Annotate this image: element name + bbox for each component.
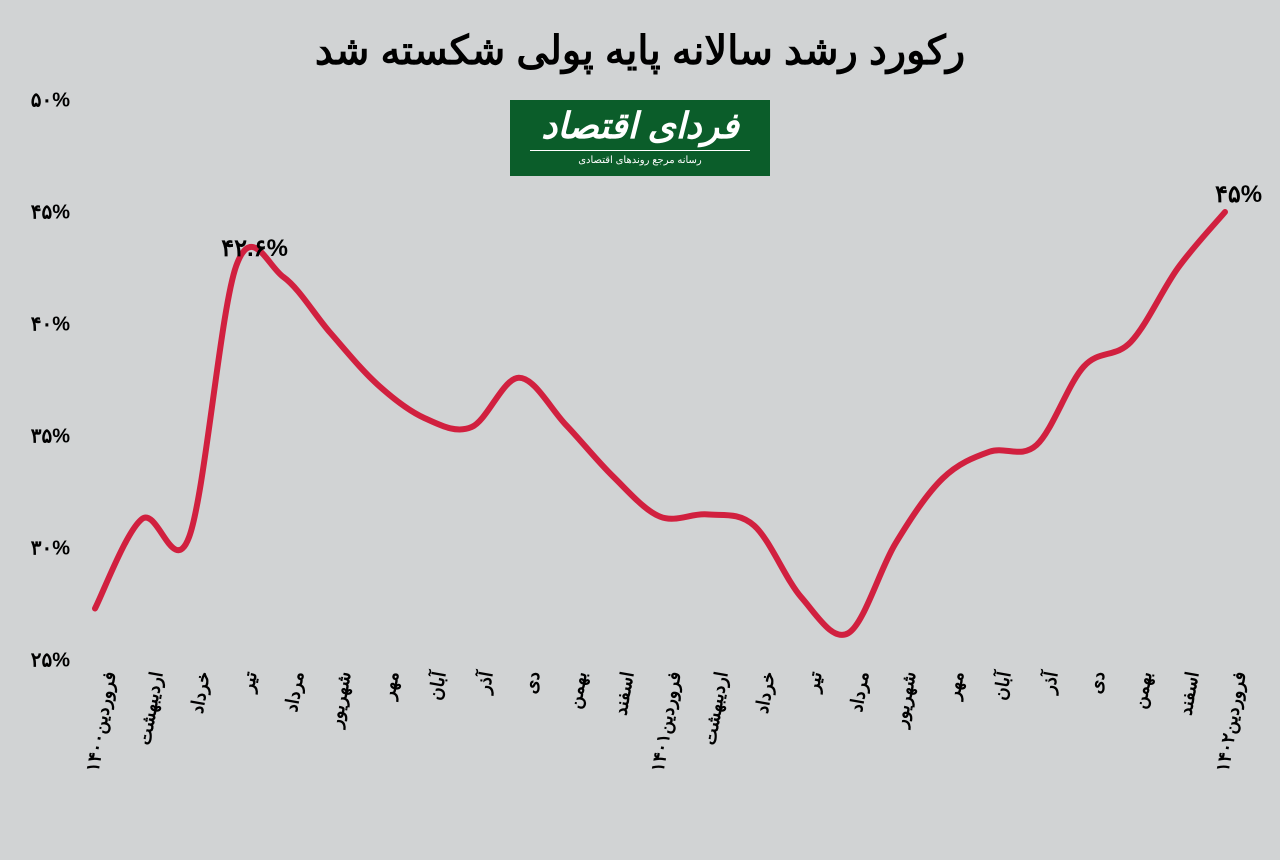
x-tick-label: اسفند bbox=[1175, 670, 1203, 717]
y-tick-label: ۳۵% bbox=[15, 424, 70, 449]
point-annotation: ۴۵% bbox=[1215, 180, 1262, 209]
x-tick-label: فروردین۱۴۰۱ bbox=[647, 670, 685, 773]
x-tick-label: آبان bbox=[990, 670, 1016, 702]
x-tick-label: شهریور bbox=[326, 670, 356, 729]
x-tick-label: آذر bbox=[1038, 670, 1062, 695]
x-tick-label: اردیبهشت bbox=[134, 670, 168, 747]
line-chart-svg bbox=[80, 100, 1240, 660]
y-tick-label: ۴۵% bbox=[15, 200, 70, 225]
x-tick-label: مرداد bbox=[846, 670, 874, 714]
x-tick-label: خرداد bbox=[187, 670, 215, 715]
y-tick-label: ۴۰% bbox=[15, 312, 70, 337]
x-tick-label: دی bbox=[520, 670, 545, 695]
x-tick-label: خرداد bbox=[752, 670, 780, 715]
data-line bbox=[95, 212, 1225, 635]
x-tick-label: اسفند bbox=[610, 670, 638, 717]
x-tick-label: دی bbox=[1085, 670, 1110, 695]
x-tick-label: اردیبهشت bbox=[699, 670, 733, 747]
x-tick-label: تیر bbox=[803, 670, 827, 694]
x-tick-label: آبان bbox=[425, 670, 451, 702]
x-tick-label: بهمن bbox=[1129, 670, 1156, 710]
y-tick-label: ۲۵% bbox=[15, 648, 70, 673]
x-tick-label: مرداد bbox=[281, 670, 309, 714]
chart-title: رکورد رشد سالانه پایه پولی شکسته شد bbox=[0, 28, 1280, 74]
y-tick-label: ۳۰% bbox=[15, 536, 70, 561]
chart-plot-area: ۲۵%۳۰%۳۵%۴۰%۴۵%۵۰%۴۲.۶%۴۵% bbox=[80, 100, 1240, 660]
y-tick-label: ۵۰% bbox=[15, 88, 70, 113]
x-tick-label: بهمن bbox=[564, 670, 591, 710]
x-tick-label: فروردین۱۴۰۰ bbox=[82, 670, 120, 773]
point-annotation: ۴۲.۶% bbox=[221, 234, 288, 263]
x-tick-label: شهریور bbox=[891, 670, 921, 729]
x-tick-label: مهر bbox=[378, 670, 404, 701]
x-tick-label: فروردین۱۴۰۲ bbox=[1212, 670, 1250, 773]
x-tick-label: تیر bbox=[238, 670, 262, 694]
x-tick-label: آذر bbox=[473, 670, 497, 695]
x-tick-label: مهر bbox=[943, 670, 969, 701]
